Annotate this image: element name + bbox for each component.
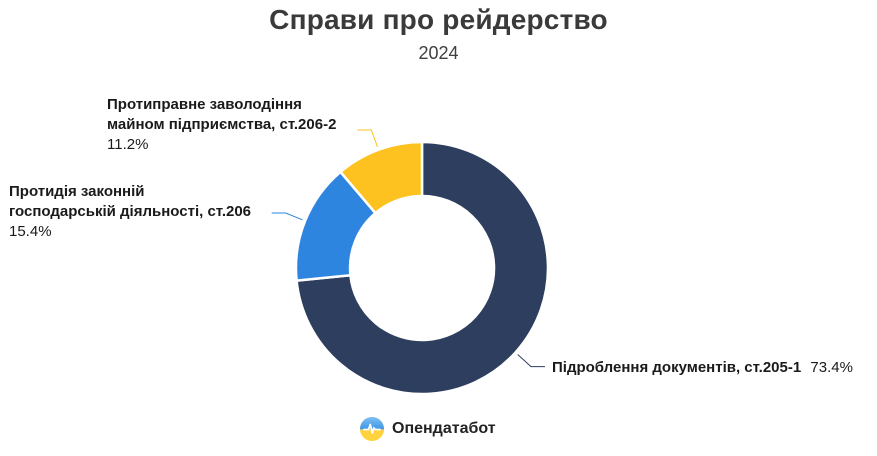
donut-slice-0[interactable]: [295, 140, 550, 396]
label-st-205-1-percent: 73.4%: [810, 359, 853, 376]
chart-subtitle: 2024: [418, 43, 459, 63]
label-st-205-1: Підроблення документів, ст.205-1 73.4%: [552, 358, 853, 378]
label-st-205-1-name: Підроблення документів, ст.205-1: [552, 359, 802, 376]
label-st-206-line1: Протидія законній: [9, 183, 145, 200]
label-st-206-percent: 15.4%: [9, 223, 52, 240]
label-connector-0: [517, 354, 545, 368]
label-st-206-2: Протиправне заволодіння майном підприємс…: [107, 95, 336, 155]
opendatabot-brand-label: Опендатабот: [392, 420, 496, 437]
label-st-206: Протидія законній господарській діяльнос…: [9, 182, 251, 242]
donut-slice-2[interactable]: [339, 140, 424, 215]
chart-title: Справи про рейдерство: [269, 4, 608, 35]
label-st-206-2-line2: майном підприємства, ст.206-2: [107, 116, 337, 133]
label-connector-1: [271, 212, 303, 221]
label-st-206-2-line1: Протиправне заволодіння: [107, 96, 302, 113]
label-st-206-line2: господарській діяльності, ст.206: [9, 203, 252, 220]
opendatabot-logo-icon: [360, 417, 384, 441]
label-connector-2: [357, 129, 378, 148]
label-st-206-2-percent: 11.2%: [107, 136, 149, 153]
opendatabot-brand[interactable]: Опендатабот: [360, 417, 496, 441]
